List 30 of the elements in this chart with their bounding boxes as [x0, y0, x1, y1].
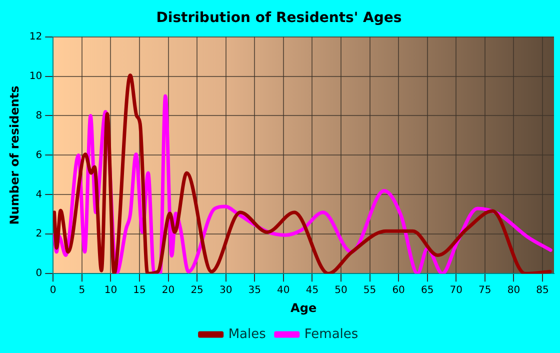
- x-tick-label: 60: [392, 285, 405, 296]
- x-tick-label: 30: [219, 285, 232, 296]
- legend-label: Females: [304, 326, 358, 342]
- x-tick-label: 40: [277, 285, 290, 296]
- chart-title: Distribution of Residents' Ages: [156, 10, 402, 26]
- x-tick-label: 55: [363, 285, 376, 296]
- x-axis-title: Age: [290, 300, 317, 315]
- y-tick-label: 8: [36, 110, 42, 122]
- x-tick-label: 5: [78, 285, 86, 296]
- y-tick-label: 10: [29, 70, 42, 82]
- x-tick-label: 20: [162, 285, 175, 296]
- x-tick-label: 25: [190, 285, 204, 296]
- x-tick-label: 45: [306, 285, 319, 296]
- legend-label: Males: [228, 326, 266, 342]
- x-tick-label: 35: [248, 285, 261, 296]
- x-tick-label: 65: [420, 285, 434, 296]
- x-tick-label: 10: [104, 285, 118, 296]
- y-tick-label: 0: [36, 268, 42, 280]
- x-tick-label: 85: [536, 285, 549, 296]
- y-axis-title: Number of residents: [7, 86, 22, 225]
- y-tick-label: 2: [36, 228, 42, 240]
- x-tick-label: 0: [50, 285, 56, 296]
- x-tick-label: 80: [507, 285, 520, 296]
- y-tick-label: 6: [36, 150, 42, 161]
- x-tick-label: 15: [133, 285, 146, 296]
- x-tick-label: 75: [478, 285, 492, 296]
- y-tick-label: 12: [29, 31, 42, 42]
- x-tick-label: 50: [334, 285, 348, 296]
- y-tick-label: 4: [36, 189, 42, 200]
- x-tick-label: 70: [450, 285, 462, 296]
